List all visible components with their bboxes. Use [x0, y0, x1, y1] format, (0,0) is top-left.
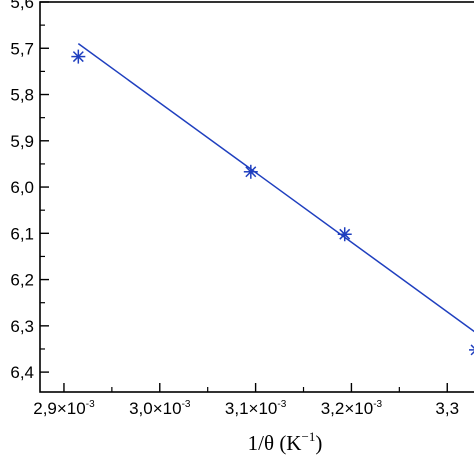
x-tick-exponent: -3 — [277, 399, 286, 410]
fit-line — [77, 43, 474, 333]
x-tick-mantissa: 3,0×10 — [129, 399, 181, 418]
x-axis-title-exponent: −1 — [301, 429, 315, 444]
x-axis: 2,9×10-3 3,0×10-3 3,1×10-3 3,2×10-3 3,3 — [33, 383, 459, 418]
x-axis-title: 1/θ (K−1) — [248, 429, 323, 455]
asterisk-stroke — [470, 344, 474, 349]
data-points — [71, 49, 474, 356]
data-point — [337, 227, 352, 242]
x-axis-title-suffix: ) — [315, 431, 322, 455]
y-tick-label: 6,0 — [10, 178, 34, 197]
y-tick-label: 6,4 — [10, 363, 34, 382]
asterisk-stroke — [470, 350, 474, 356]
x-tick-exponent: -3 — [86, 399, 95, 410]
x-axis-title-main: 1/θ (K — [248, 431, 302, 455]
y-tick-label: 6,1 — [10, 224, 34, 243]
x-tick-mantissa: 3,3 — [435, 399, 459, 418]
x-tick-exponent: -3 — [182, 399, 191, 410]
x-tick-mantissa: 3,1×10 — [225, 399, 277, 418]
y-tick-label: 6,2 — [10, 271, 34, 290]
x-tick-label: 3,1×10-3 — [225, 399, 287, 418]
data-point — [243, 164, 258, 179]
y-tick-label: 5,9 — [10, 132, 34, 151]
x-tick-mantissa: 2,9×10 — [33, 399, 85, 418]
asterisk-stroke — [72, 51, 84, 63]
asterisk-stroke — [339, 228, 351, 240]
data-point — [71, 49, 86, 64]
asterisk-stroke — [245, 166, 257, 178]
y-tick-label: 5,6 — [10, 0, 34, 12]
x-tick-label: 3,2×10-3 — [321, 399, 383, 418]
y-tick-label: 6,3 — [10, 317, 34, 336]
x-tick-label: 2,9×10-3 — [33, 399, 95, 418]
y-tick-label: 5,8 — [10, 86, 34, 105]
y-axis: 5,6 5,7 5,8 5,9 6,0 6,1 6,2 6,3 6,4 — [10, 0, 49, 382]
data-point — [469, 344, 474, 356]
fit-line-group — [77, 43, 474, 333]
x-tick-label: 3,3 — [435, 399, 459, 418]
x-tick-mantissa: 3,2×10 — [321, 399, 373, 418]
x-tick-label: 3,0×10-3 — [129, 399, 191, 418]
y-tick-label: 5,7 — [10, 39, 34, 58]
plot-frame — [39, 1, 474, 393]
plot-border — [39, 1, 474, 393]
x-tick-exponent: -3 — [373, 399, 382, 410]
